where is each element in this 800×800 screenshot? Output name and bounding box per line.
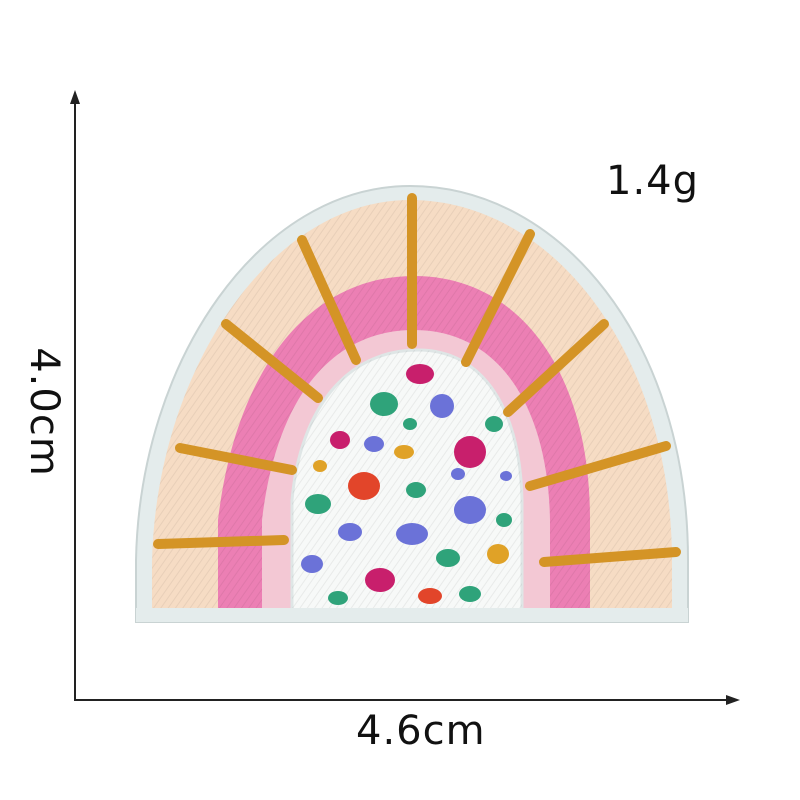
patch-bottom-edge <box>136 608 688 622</box>
vertical-axis-arrowhead <box>70 90 80 104</box>
height-dimension-label: 4.0cm <box>21 347 67 477</box>
confetti-dots <box>301 364 512 605</box>
ray <box>539 547 681 567</box>
ray <box>175 443 297 475</box>
sun-rays <box>153 193 681 567</box>
ray <box>221 319 323 403</box>
rainbow-patch <box>135 184 689 623</box>
ray <box>297 235 361 365</box>
ray <box>503 319 609 417</box>
ray <box>525 441 671 491</box>
width-dimension-label: 4.6cm <box>356 708 486 754</box>
ray <box>153 535 289 549</box>
horizontal-axis-arrowhead <box>726 695 740 705</box>
ray <box>461 229 535 367</box>
dimension-axes <box>70 90 740 705</box>
weight-label: 1.4g <box>606 158 700 204</box>
